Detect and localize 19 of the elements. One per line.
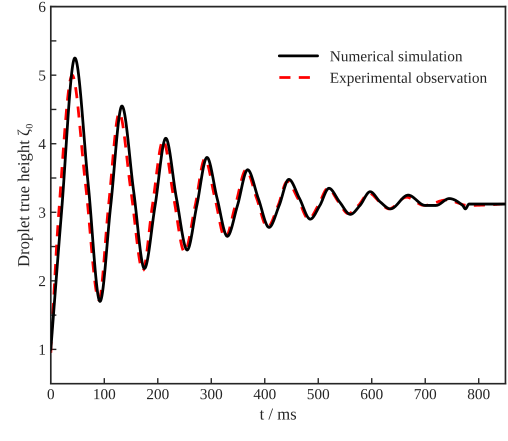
y-tick-label: 6	[38, 2, 46, 12]
y-tick-label: 5	[39, 70, 46, 81]
x-tick-label: 500	[308, 388, 330, 400]
x-tick-label: 200	[146, 388, 169, 400]
x-tick-label: 600	[360, 388, 383, 400]
legend-label: Numerical simulation	[330, 50, 462, 62]
legend-label: Experimental observation	[330, 72, 487, 86]
x-tick-label: 0	[48, 388, 54, 400]
y-tick-label: 2	[38, 276, 46, 286]
x-tick-label: 100	[94, 388, 116, 400]
x-tick-label: 700	[414, 388, 436, 400]
y-tick-label: 3	[39, 207, 46, 218]
x-tick-label: 800	[468, 388, 490, 400]
x-axis-title: t / ms	[260, 408, 296, 420]
y-tick-label: 1	[40, 344, 46, 355]
y-axis-title: Droplet true height ζ₀	[17, 124, 33, 267]
x-tick-label: 400	[254, 388, 276, 400]
x-tick-label: 300	[200, 388, 222, 400]
y-tick-label: 4	[38, 138, 46, 150]
